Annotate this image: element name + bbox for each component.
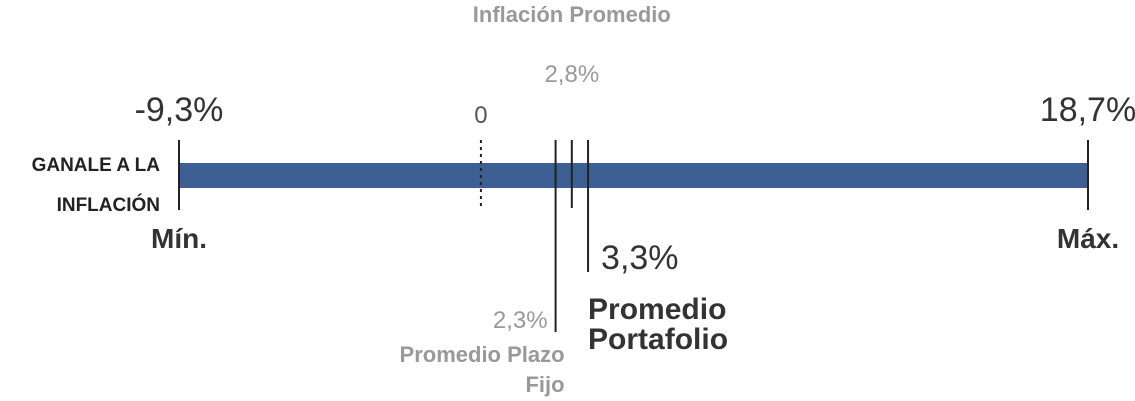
max-value: 18,7% — [1039, 91, 1135, 129]
row-label: GANALE A LA INFLACIÓN — [31, 155, 160, 216]
marker-name: Inflación Promedio — [472, 2, 671, 27]
min-caption: Mín. — [151, 223, 207, 254]
marker-name: Promedio Portafolio — [588, 293, 729, 356]
range-bar — [179, 163, 1088, 188]
min-value: -9,3% — [134, 91, 224, 129]
marker-value: 2,3% — [492, 307, 548, 334]
max-caption: Máx. — [1056, 223, 1120, 254]
marker-name: Promedio Plazo Fijo — [399, 342, 565, 397]
marker-value: 3,3% — [601, 239, 679, 277]
marker-value: 2,8% — [544, 61, 600, 88]
zero-label: 0 — [474, 102, 488, 129]
